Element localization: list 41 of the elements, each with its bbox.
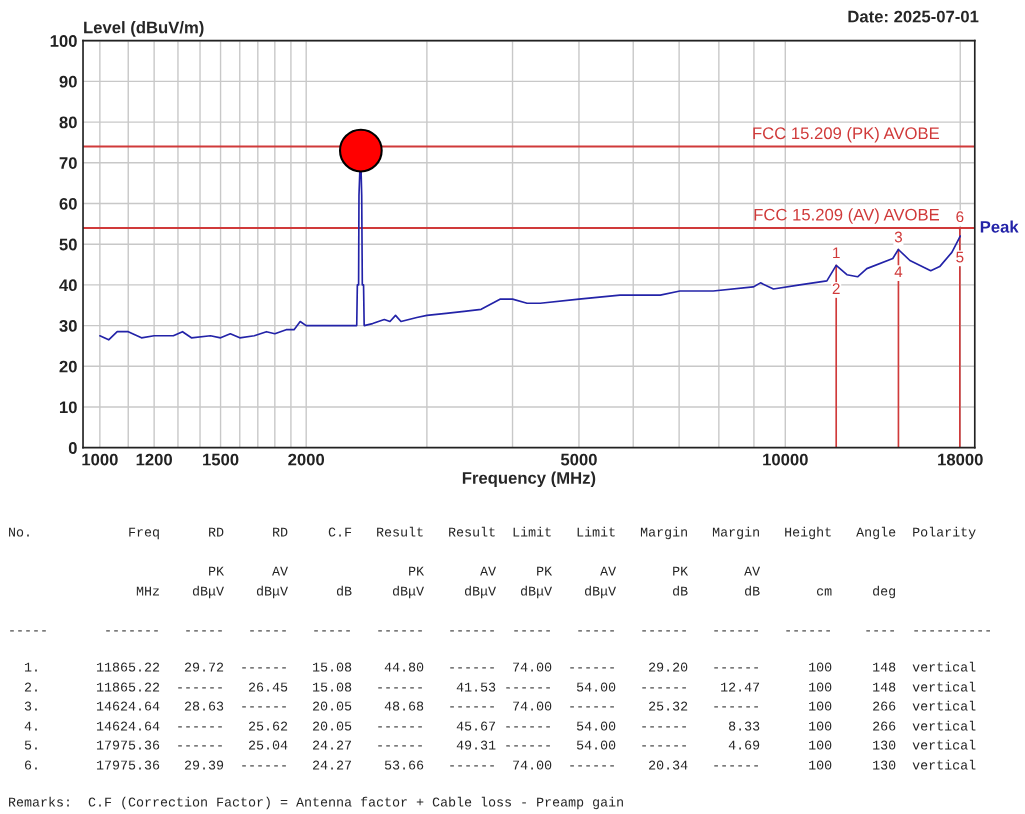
text: 6. 17975.36 29.39 ------ 24.27 53.66 ------ 74.00 ------ 20.34 ------ 100 130 vertical [24,759,976,770]
text: No. Freq RD RD C.F Result Result Limit Limit Margin Margin Height Angle Polarity [9,526,976,540]
ref-line-label: FCC 15.209 (AV) AVOBE [754,208,939,224]
y-tick-label: 80 [59,116,77,129]
y-tick-label: 60 [59,197,77,210]
y-tick-label: 100 [50,35,77,47]
x-tick-label: 18000 [938,453,983,466]
y-tick-label: 10 [59,401,77,414]
x-tick-label: 5000 [560,453,597,466]
annotation: 4 [894,266,903,278]
y-tick-label: 20 [59,360,77,373]
x-tick-label: 1000 [82,453,118,466]
text: 3. 14624.64 28.63 ------ 20.05 48.68 ------ 74.00 ------ 25.32 ------ 100 266 vertical [24,700,976,711]
text: 4. 14624.64 ------ 25.62 20.05 ------ 45.67 ------ 54.00 ------ 8.33 100 266 vertical [24,720,976,731]
y-axis-title: Level (dBuV/m) [84,21,204,37]
y-tick-label: 40 [59,279,77,292]
x-tick-label: 2000 [288,453,325,466]
text: PK AV PK AV PK AV PK AV [209,566,761,576]
x-tick-label: 1500 [203,453,239,466]
annotation: 5 [956,251,964,263]
y-tick-label: 30 [59,320,77,332]
y-tick-label: 70 [59,157,77,169]
x-tick-label: 1200 [136,453,172,466]
text: Remarks: C.F (Correction Factor) = Antenna factor + Cable loss - Preamp gain [9,796,623,810]
text: ----- ------- ----- ----- ----- ------ ------ ----- ----- ------ ------ ------ ---- ---------- [10,630,990,632]
x-tick-label: 10000 [763,453,808,466]
y-tick-label: 0 [68,442,77,454]
text: 1. 11865.22 29.72 ------ 15.08 44.80 ------ 74.00 ------ 29.20 ------ 100 148 vertical [24,661,976,672]
annotation: 1 [833,247,840,259]
y-tick-label: 50 [59,238,77,251]
annotation: 6 [956,211,964,223]
annotation: 3 [894,231,903,243]
text: MHz dBμV dBμV dB dBμV dBμV dBμV dBμV dB dB cm deg [136,585,896,599]
y-tick-label: 90 [59,75,77,88]
text: 5. 17975.36 ------ 25.04 24.27 ------ 49.31 ------ 54.00 ------ 4.69 100 130 vertical [24,739,976,750]
ref-line-label: FCC 15.209 (PK) AVOBE [753,126,939,143]
text: 2. 11865.22 ------ 26.45 15.08 ------ 41.53 ------ 54.00 ------ 12.47 100 148 vertical [24,681,976,692]
series-label: Peak [980,220,1019,233]
annotation: 2 [832,283,840,294]
x-axis-title: Frequency (MHz) [462,471,596,488]
text: Date: 2025-07-01 [848,10,979,23]
